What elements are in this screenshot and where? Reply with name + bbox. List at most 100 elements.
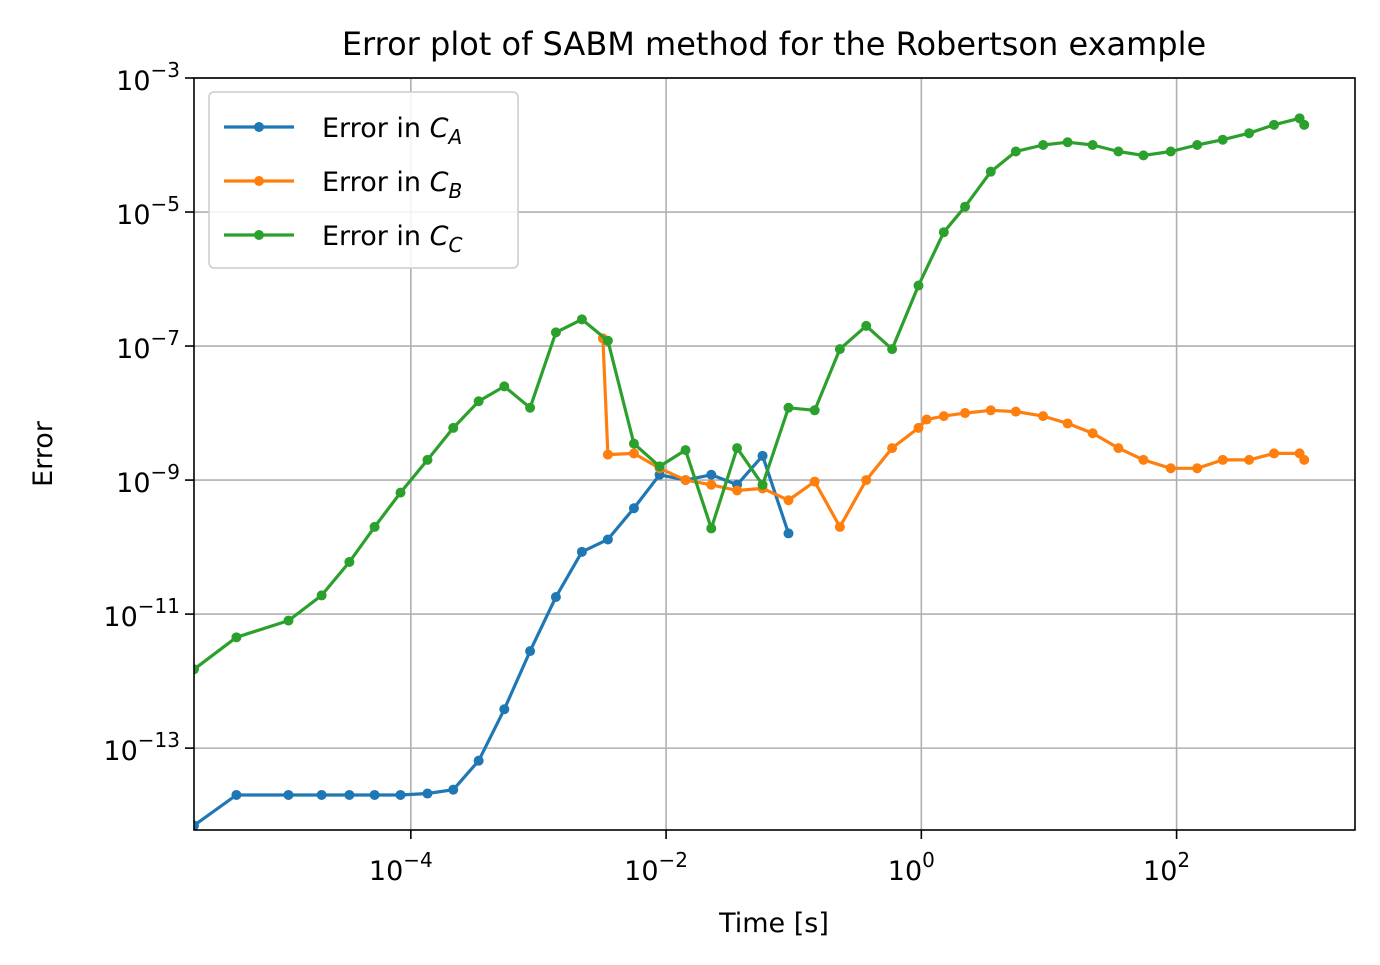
data-point <box>913 280 924 291</box>
data-point <box>369 789 380 800</box>
data-point <box>1217 454 1228 465</box>
data-point <box>913 422 924 433</box>
legend-label-subscript: C <box>448 233 462 257</box>
data-point <box>1165 463 1176 474</box>
data-point <box>473 755 484 766</box>
data-point <box>887 344 898 355</box>
data-point <box>706 523 717 534</box>
data-point <box>783 528 794 539</box>
x-tick-exponent: −4 <box>403 848 432 872</box>
data-point <box>985 405 996 416</box>
data-point <box>231 632 242 643</box>
data-point <box>1087 428 1098 439</box>
y-tick-base: 10 <box>116 334 150 365</box>
series-line <box>194 454 791 827</box>
data-point <box>194 664 199 675</box>
y-tick-label: 10−11 <box>103 594 180 633</box>
y-tick-label: 10−7 <box>116 326 180 365</box>
series-b <box>597 333 1310 532</box>
y-tick-label: 10−13 <box>103 728 180 767</box>
data-point <box>1010 406 1021 417</box>
data-point <box>1113 146 1124 157</box>
data-point <box>576 546 587 557</box>
x-tick-base: 10 <box>888 856 922 887</box>
data-point <box>283 615 294 626</box>
data-point <box>1062 418 1073 429</box>
legend-box <box>208 91 519 269</box>
legend-swatch-marker <box>254 122 264 132</box>
data-point <box>316 590 327 601</box>
data-point <box>887 443 898 454</box>
data-point <box>960 408 971 419</box>
data-point <box>1299 454 1310 465</box>
x-tick-label: 100 <box>888 848 935 887</box>
legend-label: Error in CA <box>322 113 462 149</box>
y-tick-exponent: −11 <box>138 594 180 618</box>
data-point <box>783 495 794 506</box>
x-tick-exponent: 2 <box>1177 848 1190 872</box>
data-point <box>369 521 380 532</box>
data-point <box>602 449 613 460</box>
series-c <box>194 113 1310 675</box>
legend-label-prefix: Error in <box>322 113 430 144</box>
data-point <box>395 487 406 498</box>
data-point <box>1165 146 1176 157</box>
data-point <box>628 503 639 514</box>
y-tick-exponent: −13 <box>138 728 180 752</box>
chart-title: Error plot of SABM method for the Robert… <box>342 25 1206 63</box>
legend-label-subscript: A <box>446 125 462 149</box>
data-point <box>732 485 743 496</box>
data-point <box>1299 119 1310 130</box>
x-tick-exponent: 0 <box>922 848 935 872</box>
data-point <box>680 475 691 486</box>
legend-label-variable: C <box>430 113 449 144</box>
legend-label: Error in CB <box>322 167 462 203</box>
data-point <box>706 479 717 490</box>
data-point <box>938 227 949 238</box>
data-point <box>576 314 587 325</box>
data-point <box>344 556 355 567</box>
legend-label-subscript: B <box>448 179 462 203</box>
data-point <box>550 327 561 338</box>
y-tick-label: 10−3 <box>116 58 180 97</box>
data-point <box>525 402 536 413</box>
data-point <box>1192 463 1203 474</box>
x-tick-label: 10−4 <box>369 848 433 887</box>
x-tick-label: 102 <box>1143 848 1190 887</box>
data-point <box>809 405 820 416</box>
data-point <box>680 445 691 456</box>
data-point <box>861 475 872 486</box>
data-point <box>985 166 996 177</box>
y-tick-base: 10 <box>116 66 150 97</box>
data-point <box>1087 140 1098 151</box>
data-point <box>499 381 510 392</box>
x-axis-label: Time [s] <box>718 908 829 939</box>
data-point <box>809 476 820 487</box>
data-point <box>602 534 613 545</box>
x-tick-base: 10 <box>369 856 403 887</box>
data-point <box>316 789 327 800</box>
data-point <box>732 443 743 454</box>
legend-label: Error in CC <box>322 221 462 257</box>
y-tick-label: 10−9 <box>116 460 180 499</box>
y-tick-base: 10 <box>103 736 137 767</box>
data-point <box>834 344 845 355</box>
data-point <box>1269 119 1280 130</box>
data-point <box>1113 443 1124 454</box>
data-point <box>938 411 949 422</box>
data-point <box>706 469 717 480</box>
y-tick-base: 10 <box>116 468 150 499</box>
data-point <box>231 789 242 800</box>
y-tick-exponent: −7 <box>151 326 180 350</box>
data-point <box>499 704 510 715</box>
y-tick-exponent: −5 <box>151 192 180 216</box>
data-point <box>1269 448 1280 459</box>
data-point <box>1244 454 1255 465</box>
data-point <box>654 461 665 472</box>
data-point <box>1010 146 1021 157</box>
y-axis-label: Error <box>28 420 59 487</box>
data-point <box>395 789 406 800</box>
